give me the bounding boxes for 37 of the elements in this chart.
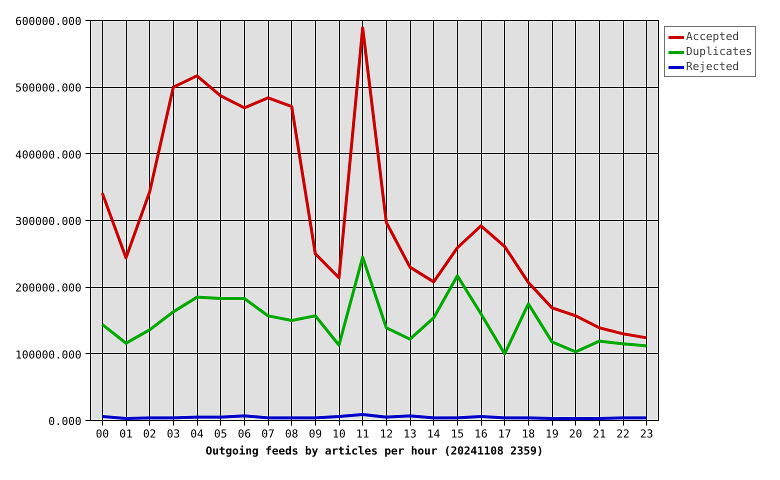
x-tick-label: 11: [356, 428, 370, 440]
legend-label: Rejected: [686, 60, 739, 73]
legend-label: Duplicates: [686, 45, 752, 58]
x-axis-title: Outgoing feeds by articles per hour (20241108 2359): [206, 444, 544, 458]
x-tick-label: 05: [214, 428, 228, 440]
x-tick-label: 01: [119, 428, 133, 440]
x-tick-label: 21: [592, 428, 606, 440]
line-series: [100, 256, 648, 356]
x-tick-label: 06: [238, 428, 251, 440]
y-tick-label: 200000.000: [15, 282, 82, 295]
x-tick-label: 08: [285, 428, 298, 440]
x-tick-label: 00: [96, 428, 109, 440]
x-tick-label: 14: [427, 428, 441, 440]
line-series: [100, 26, 648, 340]
x-tick-label: 12: [380, 428, 393, 440]
x-tick-label: 13: [403, 428, 417, 440]
x-tick-label: 07: [261, 428, 275, 440]
x-tick-label: 09: [308, 428, 322, 440]
x-tick-label: 18: [522, 428, 535, 440]
x-tick-label: 04: [190, 428, 204, 440]
y-tick-label: 400000.000: [15, 148, 82, 162]
x-tick-label: 10: [332, 428, 346, 440]
x-tick-label: 02: [143, 428, 156, 440]
x-tick-label: 15: [450, 428, 464, 440]
x-tick-label: 20: [569, 428, 582, 440]
x-tick-label: 16: [474, 428, 488, 440]
y-tick-label: 600000.000: [15, 15, 82, 28]
y-tick-label: 300000.000: [15, 215, 82, 228]
y-tick-label: 0.000: [48, 415, 82, 428]
y-tick-label: 500000.000: [15, 82, 82, 95]
x-tick-label: 23: [640, 428, 654, 440]
legend-label: Accepted: [686, 30, 739, 43]
x-tick-label: 03: [166, 428, 180, 440]
x-tick-label: 22: [616, 428, 630, 440]
x-tick-label: 19: [545, 428, 559, 440]
x-tick-label: 17: [498, 428, 512, 440]
y-tick-label: 100000.000: [15, 348, 82, 362]
